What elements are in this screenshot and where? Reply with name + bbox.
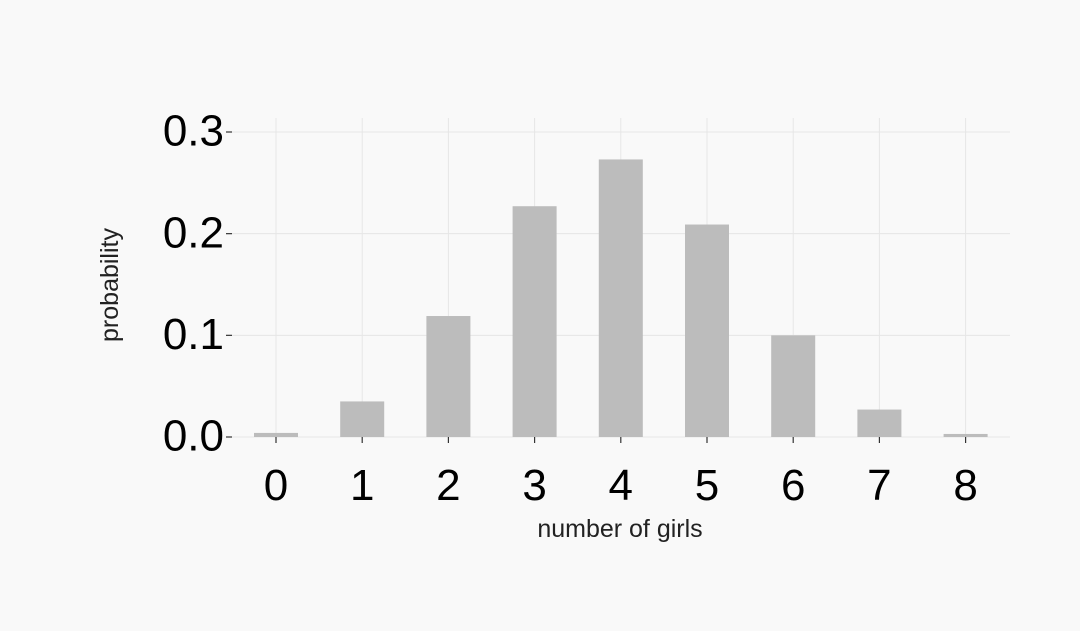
x-axis-title: number of girls — [537, 515, 702, 543]
x-tick-label: 7 — [867, 461, 891, 510]
x-tick-label: 8 — [953, 461, 977, 510]
bar-2 — [426, 316, 471, 437]
x-tick-label: 2 — [436, 461, 460, 510]
y-tick-label: 0.0 — [163, 412, 224, 461]
x-tick-label: 0 — [264, 461, 288, 510]
bar-8 — [943, 433, 988, 437]
x-axis: 0 1 2 3 4 5 6 7 8 — [264, 437, 978, 510]
bar-6 — [771, 335, 816, 437]
grid-layer — [232, 118, 1010, 438]
bar-4 — [598, 159, 643, 437]
y-tick-label: 0.2 — [163, 208, 224, 257]
bars-layer — [254, 159, 988, 437]
bar-7 — [857, 409, 902, 437]
y-axis: 0.0 0.1 0.2 0.3 — [163, 107, 232, 461]
bar-3 — [512, 206, 557, 437]
bar-5 — [685, 224, 729, 437]
x-tick-label: 5 — [695, 461, 719, 510]
x-tick-label: 6 — [781, 461, 805, 510]
x-tick-label: 1 — [350, 461, 374, 510]
y-axis-title: probability — [96, 228, 124, 342]
y-tick-label: 0.1 — [163, 310, 224, 359]
x-tick-label: 4 — [609, 461, 633, 510]
bar-0 — [254, 432, 298, 437]
x-tick-label: 3 — [522, 461, 546, 510]
y-tick-label: 0.3 — [163, 107, 224, 156]
bar-1 — [340, 401, 385, 437]
